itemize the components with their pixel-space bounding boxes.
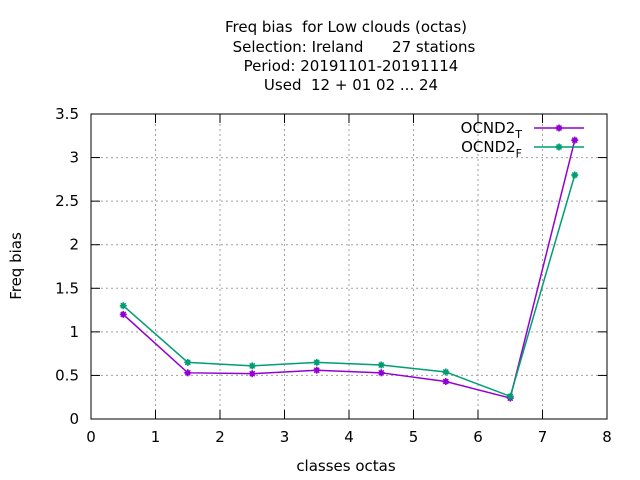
x-tick-label: 5 [409,428,419,446]
y-axis-label: Freq bias [7,232,25,300]
data-series [119,136,579,402]
data-point-T [442,378,450,386]
grid-lines [91,114,607,419]
title-line-3: Period: 20191101-20191114 [244,57,459,75]
data-point-F [248,362,256,370]
data-point-T [248,370,256,378]
x-tick-label: 3 [280,428,290,446]
series-line-T [122,139,576,399]
data-point-T [377,369,385,377]
data-point-F [442,368,450,376]
y-tick-label: 2.5 [55,192,79,210]
data-point-F [506,392,514,400]
plot-border [90,113,608,420]
x-tick-label: 1 [151,428,161,446]
y-tick-label: 0.5 [55,366,79,384]
data-point-T [119,310,127,318]
x-tick-label: 7 [538,428,548,446]
legend-marker-T [555,124,563,132]
data-point-F [184,358,192,366]
series-line-F [122,174,576,398]
data-point-F [377,361,385,369]
data-point-F [571,171,579,179]
legend-marker-F [555,143,563,151]
legend-label-F: OCND2F [461,138,522,160]
y-tick-label: 1.5 [55,279,79,297]
y-tick-labels: 0 0.5 1 1.5 2 2.5 3 3.5 [55,105,79,428]
title-line-1: Freq bias for Low clouds (octas) [225,18,467,36]
y-tick-label: 3.5 [55,105,79,123]
y-tick-label: 0 [69,410,79,428]
data-point-T [313,366,321,374]
x-tick-label: 6 [473,428,483,446]
title-line-2: Selection: Ireland 27 stations [233,38,476,56]
x-tick-label: 4 [344,428,354,446]
y-tick-label: 2 [69,236,79,254]
data-point-T [571,136,579,144]
x-tick-label: 8 [602,428,612,446]
chart-title: Freq bias for Low clouds (octas) Selecti… [225,18,476,94]
y-tick-label: 1 [69,323,79,341]
legend-label-T: OCND2T [461,119,523,141]
data-point-T [184,369,192,377]
data-point-F [313,358,321,366]
title-line-4: Used 12 + 01 02 ... 24 [264,76,438,94]
x-tick-label: 2 [215,428,225,446]
x-tick-label: 0 [86,428,96,446]
x-tick-labels: 0 1 2 3 4 5 6 7 8 [86,428,612,446]
x-axis-label: classes octas [296,457,396,475]
data-point-F [119,302,127,310]
y-tick-label: 3 [69,149,79,167]
